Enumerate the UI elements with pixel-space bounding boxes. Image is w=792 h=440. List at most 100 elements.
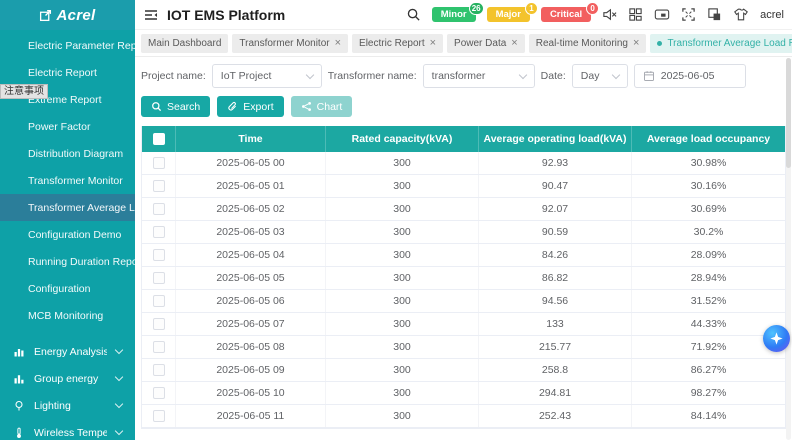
tab-close-icon[interactable]: × bbox=[511, 36, 518, 49]
sidebar-item[interactable]: Distribution Diagram bbox=[0, 140, 135, 167]
tab[interactable]: Transformer Average Load Report × bbox=[650, 33, 792, 53]
major-alarm-badge[interactable]: Major 1 bbox=[486, 2, 538, 22]
username[interactable]: acrel bbox=[760, 8, 784, 21]
row-checkbox[interactable] bbox=[152, 341, 165, 353]
filter-row: Project name: IoT Project Transformer na… bbox=[141, 64, 786, 88]
sidebar-item[interactable]: Power Factor bbox=[0, 113, 135, 140]
export-button-label: Export bbox=[243, 100, 274, 113]
theme-skin-icon[interactable] bbox=[733, 7, 749, 22]
calendar-icon bbox=[643, 71, 654, 81]
project-select[interactable]: IoT Project bbox=[211, 64, 322, 88]
sidebar-item[interactable]: Transformer Average Loa... bbox=[0, 194, 135, 221]
sidebar-item[interactable]: Configuration bbox=[0, 275, 135, 302]
layers-icon[interactable] bbox=[707, 7, 722, 22]
select-all-checkbox[interactable] bbox=[152, 133, 165, 145]
tab[interactable]: Power Data × bbox=[447, 33, 525, 53]
row-checkbox[interactable] bbox=[152, 410, 165, 422]
sidebar-item[interactable]: Electric Parameter Report bbox=[0, 32, 135, 59]
sidebar-item-label: Configuration Demo bbox=[28, 228, 122, 241]
sidebar-item[interactable]: MCB Monitoring bbox=[0, 302, 135, 329]
screen-icon[interactable] bbox=[654, 7, 670, 22]
row-checkbox[interactable] bbox=[152, 272, 165, 284]
sidebar-item-wireless-temperature[interactable]: Wireless Temperature bbox=[0, 419, 135, 440]
table-body: 2025-06-05 00 300 92.93 30.98% 2025-06-0… bbox=[142, 152, 785, 428]
chart-button[interactable]: Chart bbox=[290, 96, 353, 117]
search-icon[interactable] bbox=[406, 7, 421, 22]
table-row: 2025-06-05 10 300 294.81 98.27% bbox=[142, 382, 785, 405]
share-icon bbox=[301, 102, 311, 111]
project-select-value: IoT Project bbox=[220, 70, 272, 82]
sidebar-item-energy-analysis[interactable]: Energy Analysis bbox=[0, 338, 135, 365]
sidebar-item[interactable]: Configuration Demo bbox=[0, 221, 135, 248]
collapse-menu-icon[interactable] bbox=[143, 7, 159, 23]
cell-avg-load-occupancy: 84.14% bbox=[690, 410, 727, 422]
search-button[interactable]: Search bbox=[141, 96, 211, 117]
mute-icon[interactable] bbox=[602, 7, 617, 22]
tab-close-icon[interactable]: × bbox=[633, 36, 640, 49]
sidebar-item[interactable]: Running Duration Report bbox=[0, 248, 135, 275]
sidebar-item-label: Configuration bbox=[28, 282, 91, 295]
assistant-floating-button[interactable] bbox=[763, 325, 790, 352]
layout-grid-icon[interactable] bbox=[628, 7, 643, 22]
sidebar-item[interactable]: Electric Report bbox=[0, 59, 135, 86]
row-checkbox[interactable] bbox=[152, 318, 165, 330]
cell-avg-load-occupancy: 31.52% bbox=[690, 295, 727, 307]
sidebar: Acrel Electric Parameter Report Electric… bbox=[0, 0, 135, 440]
tab-label: Real-time Monitoring bbox=[535, 37, 628, 49]
row-checkbox[interactable] bbox=[152, 203, 165, 215]
cell-time: 2025-06-05 03 bbox=[176, 221, 326, 243]
hover-tooltip: 注意事项 bbox=[0, 84, 48, 99]
row-checkbox[interactable] bbox=[152, 249, 165, 261]
acrel-logo-icon bbox=[40, 9, 52, 21]
row-checkbox[interactable] bbox=[152, 180, 165, 192]
sidebar-item-label: Power Factor bbox=[28, 120, 91, 133]
tab-label: Transformer Monitor bbox=[239, 37, 330, 49]
cell-avg-operating-load: 90.47 bbox=[479, 175, 632, 197]
sidebar-groups: Energy Analysis Group energy Lighting Wi… bbox=[0, 338, 135, 440]
chevron-down-icon bbox=[611, 70, 621, 79]
cell-time: 2025-06-05 10 bbox=[176, 382, 326, 404]
cell-time: 2025-06-05 04 bbox=[176, 244, 326, 266]
sidebar-item-label: Transformer Monitor bbox=[28, 174, 123, 187]
row-checkbox[interactable] bbox=[152, 295, 165, 307]
cell-avg-operating-load: 86.82 bbox=[479, 267, 632, 289]
row-checkbox[interactable] bbox=[152, 387, 165, 399]
thermometer-icon bbox=[17, 427, 21, 438]
tab-active-dot bbox=[657, 40, 663, 46]
lightbulb-icon bbox=[15, 400, 23, 410]
sidebar-item-label: Wireless Temperature bbox=[34, 426, 107, 439]
cell-time: 2025-06-05 11 bbox=[176, 405, 326, 427]
sidebar-item-label: Transformer Average Loa... bbox=[28, 201, 135, 214]
table-header-row: Time Rated capacity(kVA) Average operati… bbox=[142, 126, 785, 152]
date-picker-input[interactable]: 2025-06-05 bbox=[633, 64, 746, 88]
sidebar-item-lighting[interactable]: Lighting bbox=[0, 392, 135, 419]
vertical-scrollbar[interactable] bbox=[786, 58, 791, 440]
row-checkbox[interactable] bbox=[152, 157, 165, 169]
tab[interactable]: Main Dashboard bbox=[141, 33, 229, 53]
tab-close-icon[interactable]: × bbox=[334, 36, 342, 49]
critical-alarm-badge[interactable]: Critical 0 bbox=[540, 2, 600, 22]
fullscreen-icon[interactable] bbox=[681, 7, 696, 22]
tab[interactable]: Electric Report × bbox=[352, 33, 444, 53]
minor-alarm-badge[interactable]: Minor 26 bbox=[431, 2, 484, 22]
search-button-label: Search bbox=[167, 100, 201, 113]
cell-avg-load-occupancy: 28.94% bbox=[690, 272, 727, 284]
row-checkbox[interactable] bbox=[152, 226, 165, 238]
tab[interactable]: Transformer Monitor × bbox=[232, 33, 349, 53]
date-mode-select[interactable]: Day bbox=[571, 64, 628, 88]
cell-avg-load-occupancy: 30.69% bbox=[690, 203, 727, 215]
tab-close-icon[interactable]: × bbox=[429, 36, 437, 49]
tab[interactable]: Real-time Monitoring × bbox=[528, 33, 647, 53]
row-checkbox[interactable] bbox=[152, 364, 165, 376]
cell-avg-operating-load: 294.81 bbox=[479, 382, 632, 404]
sidebar-item[interactable]: Transformer Monitor bbox=[0, 167, 135, 194]
cell-avg-load-occupancy: 30.16% bbox=[690, 180, 727, 192]
transformer-select[interactable]: transformer bbox=[422, 64, 535, 88]
export-button[interactable]: Export bbox=[217, 96, 284, 117]
table-row: 2025-06-05 11 300 252.43 84.14% bbox=[142, 405, 785, 428]
sidebar-item-group-energy[interactable]: Group energy bbox=[0, 365, 135, 392]
cell-avg-load-occupancy: 30.2% bbox=[693, 226, 724, 238]
scrollbar-thumb[interactable] bbox=[786, 58, 791, 168]
cell-avg-operating-load: 215.77 bbox=[479, 336, 632, 358]
sidebar-menu: Electric Parameter Report Electric Repor… bbox=[0, 30, 135, 329]
